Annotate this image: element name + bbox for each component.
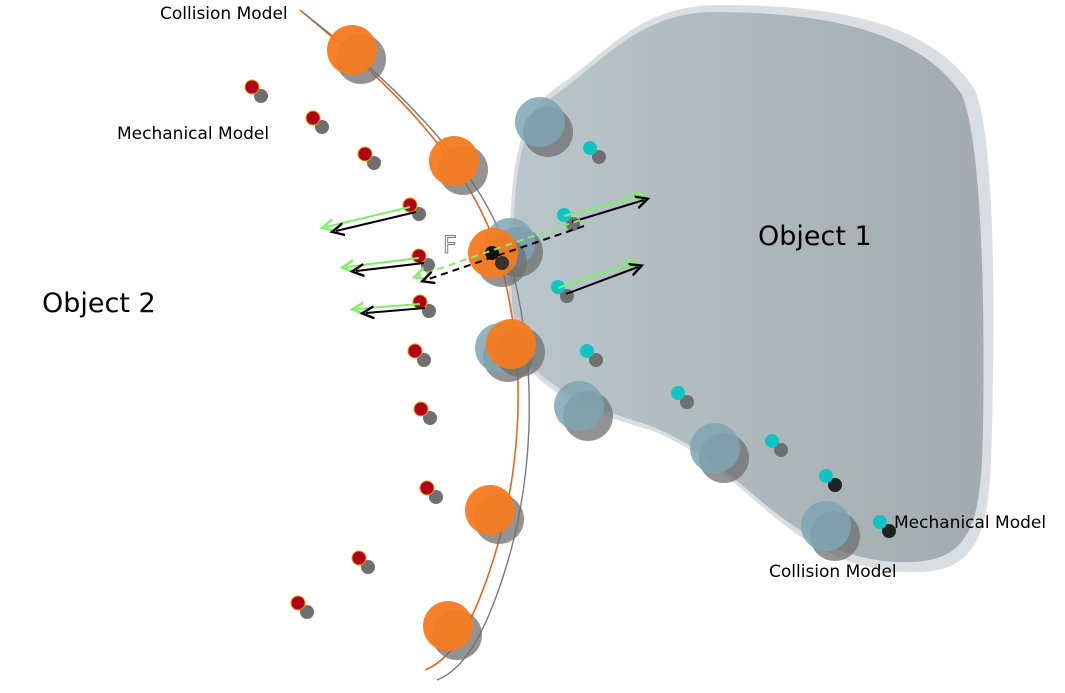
contact-force-arrow	[418, 219, 585, 280]
label-object2: Object 2	[42, 288, 156, 319]
label-object1: Object 1	[758, 221, 872, 252]
label-mechanical-model-right: Mechanical Model	[894, 513, 1046, 533]
collision-spheres-object2	[327, 25, 545, 660]
force-arrows-object1	[557, 196, 644, 295]
label-collision-model-right: Collision Model	[769, 562, 897, 582]
label-mechanical-model-left: Mechanical Model	[117, 124, 269, 144]
label-collision-model-left: Collision Model	[160, 4, 288, 24]
force-arrows-object2	[326, 206, 426, 313]
mechanical-nodes-object1	[551, 141, 896, 538]
contact-point	[485, 246, 509, 270]
label-force: F	[443, 231, 457, 259]
mechanical-nodes-object2	[244, 79, 443, 619]
object1-body	[508, 5, 994, 573]
